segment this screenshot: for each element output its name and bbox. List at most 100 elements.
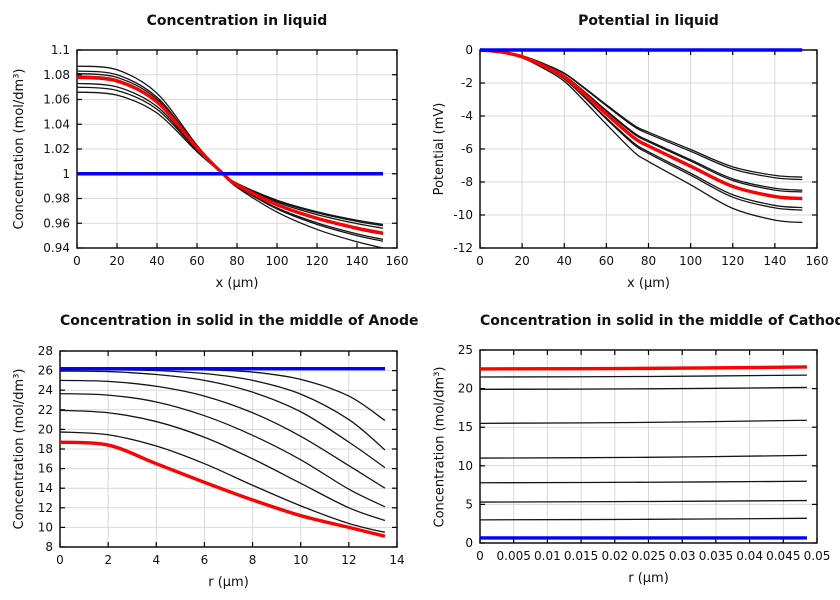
- x-axis-label: r (µm): [628, 571, 669, 586]
- series-line: [76, 65, 384, 249]
- series-line: [76, 82, 384, 229]
- y-tick-label: 28: [38, 344, 53, 358]
- chart-title: Potential in liquid: [578, 13, 719, 29]
- y-tick-label: 5: [465, 497, 473, 511]
- chart-canvas: 0 0.005 0.01 0.015 0.02 0.025 0.03 0.035 0.04 0.0…: [458, 343, 831, 563]
- y-tick-label: 10: [38, 520, 53, 534]
- x-tick-label: 120: [721, 254, 744, 268]
- y-tick-label: 8: [45, 540, 53, 554]
- y-tick-label: 10: [458, 459, 473, 473]
- series-line: [479, 365, 807, 371]
- x-tick-label: 100: [266, 254, 289, 268]
- x-tick-label: 0.02: [601, 549, 628, 563]
- x-tick-label: 0.025: [631, 549, 665, 563]
- x-tick-label: 0.015: [564, 549, 598, 563]
- y-tick-label: 1.02: [43, 142, 70, 156]
- x-tick-label: 140: [763, 254, 786, 268]
- y-tick-label: 20: [38, 422, 53, 436]
- chart-concentration-in-solid-anode: Concentration in solid in the middle of …: [0, 300, 420, 600]
- y-tick-label: -4: [461, 109, 473, 123]
- y-tick-label: 22: [38, 403, 53, 417]
- x-tick-label: 160: [806, 254, 829, 268]
- x-tick-label: 14: [389, 553, 404, 567]
- y-tick-label: -12: [453, 241, 473, 255]
- series-line: [59, 409, 386, 522]
- y-tick-label: 1.1: [51, 43, 70, 57]
- x-tick-label: 12: [341, 553, 356, 567]
- series-line: [479, 48, 803, 201]
- chart-potential-in-liquid: Potential in liquid Potential (mV) 0 20 40…: [420, 0, 840, 300]
- series-line: [59, 392, 386, 508]
- y-tick-label: 18: [38, 442, 53, 456]
- y-tick-label: 0.94: [43, 241, 70, 255]
- x-axis-label: x (µm): [627, 276, 670, 291]
- y-tick-label: 25: [458, 343, 473, 357]
- x-tick-label: 120: [306, 254, 329, 268]
- x-tick-label: 140: [346, 254, 369, 268]
- chart-title: Concentration in liquid: [146, 13, 328, 29]
- x-tick-label: 0: [476, 549, 484, 563]
- y-tick-label: 14: [38, 481, 53, 495]
- x-tick-label: 60: [599, 254, 614, 268]
- y-tick-label: 20: [458, 382, 473, 396]
- chart-canvas: 0 20 40 60 80 100 120 140 160 0 -2 -4 -6 -8 -10 -12: [453, 43, 829, 268]
- y-tick-label: 1.08: [43, 68, 70, 82]
- x-tick-label: 80: [229, 254, 244, 268]
- y-tick-label: 0.96: [43, 216, 70, 230]
- x-tick-label: 20: [514, 254, 529, 268]
- x-tick-label: 40: [557, 254, 572, 268]
- series-line: [479, 49, 803, 191]
- series-line: [479, 499, 807, 503]
- y-tick-label: -10: [453, 208, 473, 222]
- x-axis-label: r (µm): [208, 575, 249, 590]
- y-tick-label: 26: [38, 364, 53, 378]
- series-line: [59, 370, 386, 469]
- y-tick-label: 24: [38, 383, 53, 397]
- x-tick-label: 0.035: [699, 549, 733, 563]
- x-tick-label: 0.045: [766, 549, 800, 563]
- x-tick-label: 0.01: [534, 549, 561, 563]
- chart-concentration-in-solid-cathode: Concentration in solid in the middle of …: [420, 300, 840, 600]
- series-line: [479, 374, 807, 378]
- series-line: [479, 49, 803, 193]
- series-line: [479, 454, 807, 459]
- x-tick-label: 0.05: [804, 549, 831, 563]
- chart-canvas: 0 20 40 60 80 100 120 140 160 0.94 0.96 0.98 1 1.02 1.…: [43, 43, 408, 268]
- series-line: [479, 480, 807, 484]
- y-tick-label: -2: [461, 76, 473, 90]
- y-tick-label: 0: [465, 43, 473, 57]
- x-tick-label: 4: [152, 553, 160, 567]
- series-line: [479, 419, 807, 424]
- chart-title: Concentration in solid in the middle of …: [480, 313, 840, 329]
- y-tick-label: 0.98: [43, 192, 70, 206]
- y-tick-label: 15: [458, 420, 473, 434]
- series-line: [76, 86, 384, 227]
- y-tick-label: -6: [461, 142, 473, 156]
- x-axis-label: x (µm): [215, 276, 259, 291]
- y-tick-label: 1: [62, 167, 70, 181]
- y-tick-label: 0: [465, 536, 473, 550]
- y-tick-label: 1.06: [43, 93, 70, 107]
- y-tick-label: 16: [38, 462, 53, 476]
- x-tick-label: 20: [109, 254, 124, 268]
- x-tick-label: 80: [641, 254, 656, 268]
- chart-concentration-in-liquid: Concentration in liquid Concentration (m…: [0, 0, 420, 300]
- chart-title: Concentration in solid in the middle of …: [60, 313, 419, 329]
- series-line: [76, 75, 384, 235]
- x-tick-label: 0: [476, 254, 484, 268]
- series-line: [479, 49, 803, 224]
- x-tick-label: 2: [104, 553, 112, 567]
- x-tick-label: 0.03: [669, 549, 696, 563]
- x-tick-label: 100: [679, 254, 702, 268]
- x-tick-label: 10: [293, 553, 308, 567]
- series-line: [76, 72, 384, 240]
- series-line: [59, 379, 386, 489]
- x-tick-label: 0.005: [497, 549, 531, 563]
- x-tick-label: 8: [249, 553, 257, 567]
- series-line: [59, 440, 386, 538]
- series-line: [59, 431, 386, 533]
- x-tick-label: 0: [56, 553, 64, 567]
- x-tick-label: 0: [73, 254, 81, 268]
